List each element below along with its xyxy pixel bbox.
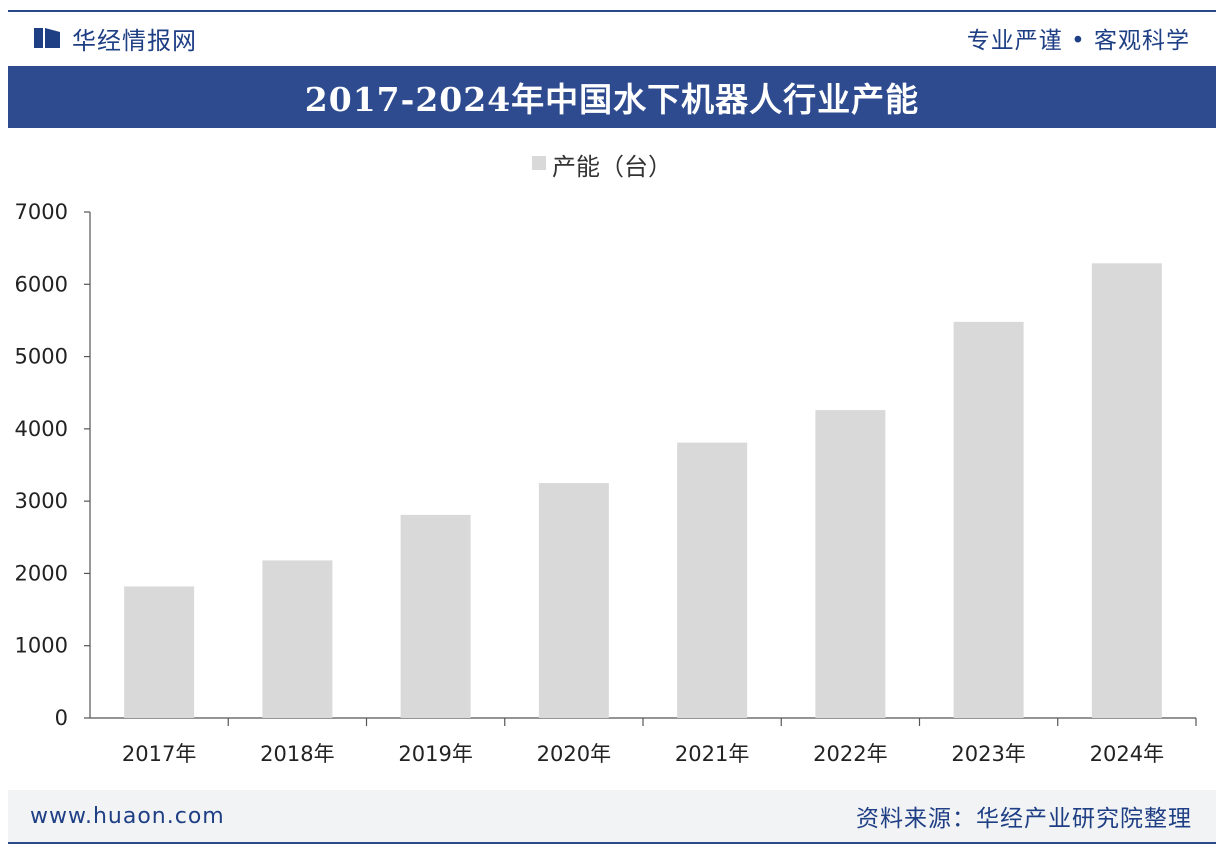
y-tick-label: 7000 <box>15 200 68 224</box>
bar-2023年[interactable] <box>953 321 1024 718</box>
bar-chart: 产能（台） 0 1000 2000 3000 4000 5000 6000 7000 2017年 2… <box>15 153 1197 766</box>
bar-2021年[interactable] <box>677 442 748 718</box>
bar-2020年[interactable] <box>538 483 609 718</box>
x-tick-label: 2018年 <box>260 742 334 766</box>
logo-icon <box>34 28 60 48</box>
y-tick-label: 2000 <box>15 561 68 585</box>
x-tick-label: 2021年 <box>675 742 749 766</box>
bar-2024年[interactable] <box>1091 263 1162 718</box>
bar-2018年[interactable] <box>262 560 333 718</box>
bar-2017年[interactable] <box>124 586 195 718</box>
bar-2019年[interactable] <box>400 514 471 718</box>
x-tick-label: 2024年 <box>1090 742 1164 766</box>
footer-url[interactable]: www.huaon.com <box>30 803 225 829</box>
legend-swatch <box>532 156 546 170</box>
y-tick-label: 0 <box>55 706 68 730</box>
footer-source: 资料来源：华经产业研究院整理 <box>856 806 1192 832</box>
y-tick-label: 6000 <box>15 272 68 296</box>
title-bar: 2017-2024年中国水下机器人行业产能 <box>8 66 1216 128</box>
x-tick-label: 2023年 <box>951 742 1025 766</box>
header: 华经情报网 专业严谨 • 客观科学 <box>8 12 1216 64</box>
chart-title: 2017-2024年中国水下机器人行业产能 <box>304 80 920 119</box>
slogan: 专业严谨 • 客观科学 <box>966 28 1190 54</box>
x-tick-label: 2020年 <box>537 742 611 766</box>
footer: www.huaon.com 资料来源：华经产业研究院整理 <box>8 790 1216 842</box>
bar-2022年[interactable] <box>815 410 886 718</box>
top-border <box>8 10 1216 12</box>
brand-name: 华经情报网 <box>72 26 197 55</box>
y-tick-label: 3000 <box>15 489 68 513</box>
y-tick-label: 4000 <box>15 417 68 441</box>
x-tick-label: 2022年 <box>813 742 887 766</box>
x-tick-label: 2019年 <box>398 742 472 766</box>
bottom-border <box>8 842 1216 844</box>
legend-label: 产能（台） <box>552 153 672 181</box>
y-tick-label: 5000 <box>15 345 68 369</box>
brand: 华经情报网 <box>8 21 197 56</box>
x-tick-label: 2017年 <box>122 742 196 766</box>
y-tick-label: 1000 <box>15 634 68 658</box>
